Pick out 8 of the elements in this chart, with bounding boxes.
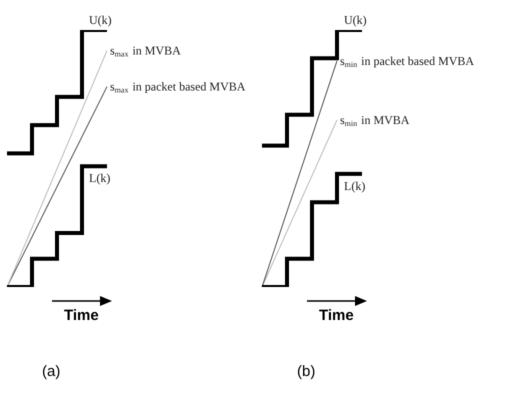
series-label: L(k) [89, 171, 110, 186]
text: (a) [42, 363, 62, 380]
series-label: U(k) [89, 13, 112, 27]
series-label: L(k) [344, 178, 366, 193]
x-axis-title: Time [319, 307, 355, 325]
text: (b) [297, 363, 316, 380]
series-label: U(k) [344, 13, 367, 27]
x-axis-title: Time [64, 307, 100, 325]
